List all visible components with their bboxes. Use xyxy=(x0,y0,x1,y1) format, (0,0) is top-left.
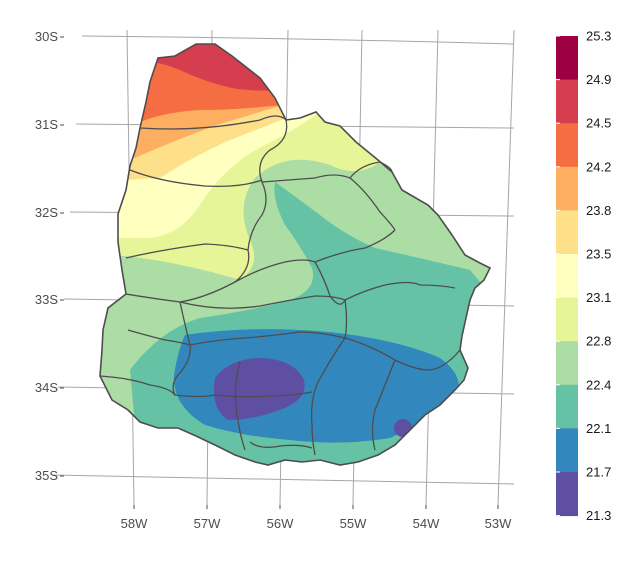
legend-swatch xyxy=(556,210,578,255)
department-border xyxy=(189,331,346,346)
legend-label: 21.3 xyxy=(586,508,611,523)
legend-swatch xyxy=(556,341,578,386)
department-boundaries xyxy=(99,115,461,456)
department-border xyxy=(310,299,348,456)
department-border xyxy=(127,329,191,346)
legend-swatch xyxy=(556,428,578,473)
legend-label: 22.4 xyxy=(586,377,611,392)
y-tick-label: 30S xyxy=(35,29,58,44)
legend-swatch xyxy=(556,254,578,299)
legend-label: 23.8 xyxy=(586,203,611,218)
x-axis: 58W 57W 56W 55W 54W 53W xyxy=(121,505,512,531)
legend-label: 22.8 xyxy=(586,334,611,349)
legend-swatch xyxy=(556,472,578,517)
legend-label: 24.5 xyxy=(586,116,611,131)
department-border xyxy=(344,337,461,371)
legend-label: 24.2 xyxy=(586,159,611,174)
temperature-surface xyxy=(100,44,490,465)
color-legend: 25.3 24.9 24.5 24.2 23.8 23.5 23.1 22.8 22.4 22.1… xyxy=(556,29,611,523)
department-border xyxy=(234,361,246,451)
y-tick-label: 34S xyxy=(35,380,58,395)
legend-label: 21.7 xyxy=(586,465,611,480)
band-21-3-21-7 xyxy=(213,358,305,420)
x-tick-label: 53W xyxy=(485,516,512,531)
legend-swatch xyxy=(556,123,578,168)
department-border xyxy=(314,261,346,305)
legend-label: 22.1 xyxy=(586,421,611,436)
x-tick-label: 58W xyxy=(121,516,148,531)
department-border xyxy=(234,259,316,283)
legend-label: 23.1 xyxy=(586,290,611,305)
band-21-3-21-7-east xyxy=(394,419,412,437)
department-border xyxy=(125,243,249,259)
y-tick-label: 35S xyxy=(35,468,58,483)
x-tick-label: 56W xyxy=(267,516,294,531)
y-axis: 30S 31S 32S 33S 34S 35S xyxy=(35,29,64,483)
y-tick-label: 32S xyxy=(35,205,58,220)
legend-swatch xyxy=(556,36,578,81)
legend-label: 24.9 xyxy=(586,72,611,87)
department-border xyxy=(172,301,191,396)
department-border xyxy=(344,281,456,301)
y-tick-label: 33S xyxy=(35,292,58,307)
department-border xyxy=(99,375,216,398)
x-tick-label: 55W xyxy=(340,516,367,531)
department-border xyxy=(214,391,313,398)
y-tick-label: 31S xyxy=(35,117,58,132)
department-border xyxy=(129,169,263,188)
department-border xyxy=(371,359,396,451)
x-tick-label: 57W xyxy=(194,516,221,531)
legend-label: 23.5 xyxy=(586,247,611,262)
gridline-53w xyxy=(497,29,515,506)
department-border xyxy=(234,119,288,283)
legend-swatch xyxy=(556,297,578,342)
gridline-35s xyxy=(51,474,515,485)
gridline-30s xyxy=(81,35,515,45)
legend-labels: 25.3 24.9 24.5 24.2 23.8 23.5 23.1 22.8 22.4 22.1… xyxy=(556,29,611,523)
department-border xyxy=(314,229,396,263)
legend-swatches xyxy=(556,36,578,517)
legend-swatch xyxy=(556,79,578,124)
x-tick-label: 54W xyxy=(413,516,440,531)
department-border xyxy=(249,441,313,449)
legend-swatch xyxy=(556,384,578,429)
legend-label: 25.3 xyxy=(586,29,611,44)
country-outline xyxy=(99,43,492,466)
department-border xyxy=(139,115,287,130)
legend-swatch xyxy=(556,166,578,211)
